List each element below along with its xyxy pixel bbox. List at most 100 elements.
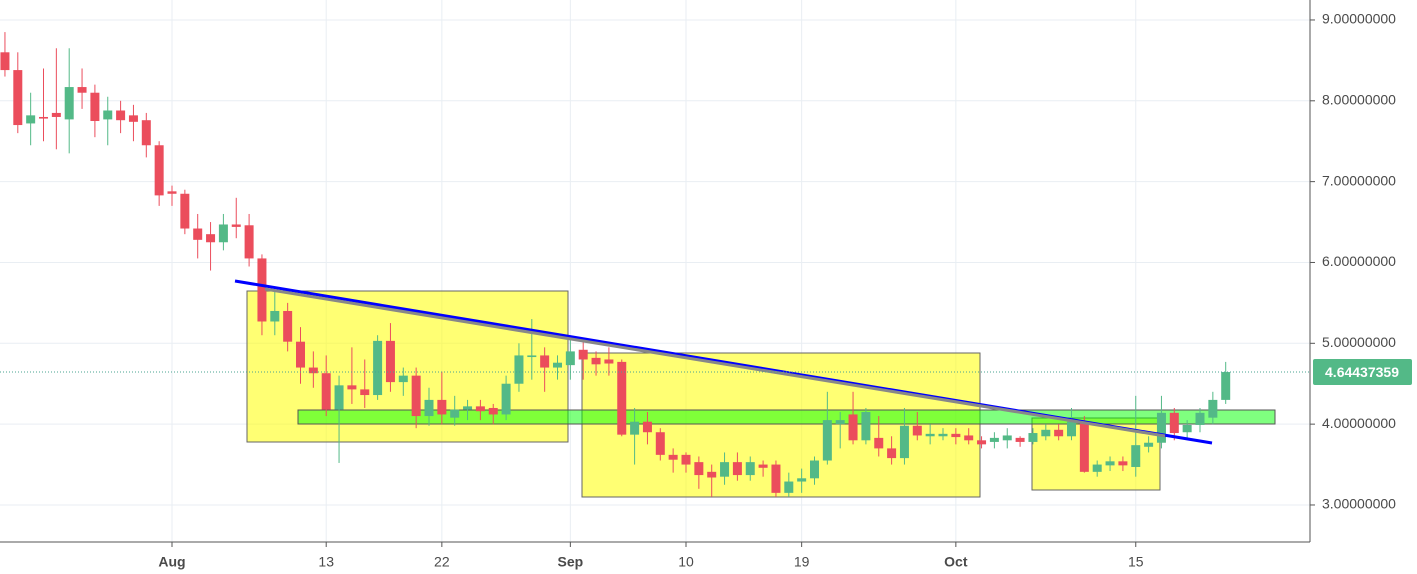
candle-body <box>424 399 434 417</box>
candle-body <box>1169 412 1179 434</box>
candle-body <box>347 385 357 390</box>
candle-body <box>1118 461 1128 466</box>
candle-body <box>501 383 511 415</box>
candle-body <box>707 471 717 478</box>
candle-body <box>899 425 909 459</box>
x-tick-label: Sep <box>558 554 584 570</box>
candle-body <box>553 362 562 368</box>
x-tick-label: 22 <box>434 554 450 570</box>
candle-body <box>1054 429 1064 437</box>
candle-body <box>668 454 678 460</box>
y-tick-label: 6.00000000 <box>1322 253 1396 269</box>
candle-body <box>308 367 318 374</box>
candle-body <box>334 385 344 410</box>
candle-body <box>398 375 408 383</box>
candle-body <box>1015 437 1025 442</box>
candle-body <box>732 462 742 476</box>
candle-body <box>745 462 755 476</box>
candle-body <box>411 375 421 417</box>
candle-body <box>694 462 704 476</box>
candle-body <box>90 92 100 122</box>
candle-body <box>720 462 730 477</box>
candle-body <box>128 115 138 122</box>
y-tick-label: 4.00000000 <box>1322 415 1396 431</box>
candle-body <box>1002 435 1012 441</box>
candle-body <box>1041 429 1051 437</box>
candle-body <box>642 421 652 433</box>
candle-body <box>77 87 87 93</box>
candle-body <box>925 433 935 437</box>
candle-body <box>578 349 588 360</box>
candle-body <box>283 310 293 342</box>
x-tick-label: 13 <box>318 554 334 570</box>
candle-body <box>450 409 460 418</box>
candle-body <box>257 258 267 322</box>
highlight-box <box>1031 417 1161 491</box>
candle-body <box>373 340 383 396</box>
candle-body <box>180 193 190 229</box>
candle-body <box>861 412 871 441</box>
candle-body <box>231 224 241 227</box>
candle-body <box>771 464 781 493</box>
candle-body <box>1092 464 1102 472</box>
candle-body <box>655 432 665 455</box>
candle-body <box>591 357 601 365</box>
x-tick-label: Aug <box>158 554 185 570</box>
candle-body <box>784 481 794 493</box>
candle-body <box>1028 433 1038 442</box>
candle-body <box>527 355 537 358</box>
candle-body <box>475 406 485 412</box>
candle-body <box>810 460 819 479</box>
candle-body <box>103 110 113 120</box>
candle-body <box>141 120 151 146</box>
candle-body <box>514 355 524 384</box>
candle-body <box>206 234 216 243</box>
candle-body <box>630 421 640 435</box>
candle-body <box>887 448 897 459</box>
candle-body <box>270 310 280 322</box>
x-tick-label: 19 <box>794 554 810 570</box>
candle-body <box>1208 399 1218 418</box>
candle-body <box>1221 372 1231 400</box>
candle-body <box>116 110 126 121</box>
candle-body <box>385 340 395 383</box>
candle-body <box>26 115 36 124</box>
candle-body <box>989 437 999 442</box>
candle-body <box>13 70 23 126</box>
candle-body <box>360 389 370 396</box>
y-tick-label: 5.00000000 <box>1322 334 1396 350</box>
candle-body <box>617 361 627 435</box>
candle-body <box>822 420 832 461</box>
candle-body <box>64 87 74 120</box>
candle-body <box>912 425 922 436</box>
candle-body <box>938 433 948 437</box>
candle-body <box>964 435 974 441</box>
candle-body <box>681 454 691 465</box>
candle-body <box>1182 424 1192 433</box>
y-tick-label: 8.00000000 <box>1322 92 1396 108</box>
candle-body <box>0 52 10 71</box>
candle-body <box>154 145 164 196</box>
candle-body <box>1105 461 1115 466</box>
candle-body <box>951 433 961 438</box>
candle-body <box>321 373 331 410</box>
candle-body <box>874 437 884 449</box>
candle-body <box>758 464 768 468</box>
x-tick-label: 15 <box>1128 554 1144 570</box>
candle-body <box>1079 421 1089 472</box>
candle-body <box>1144 442 1154 447</box>
x-tick-label: 10 <box>678 554 694 570</box>
candle-body <box>1195 412 1205 425</box>
candle-body <box>218 224 228 243</box>
candle-body <box>51 112 61 117</box>
candle-body <box>797 478 807 482</box>
drawings-front <box>0 279 1310 445</box>
y-tick-label: 7.00000000 <box>1322 172 1396 188</box>
y-tick-label: 3.00000000 <box>1322 496 1396 512</box>
price-label: 4.64437359 <box>1325 364 1399 380</box>
candle-body <box>835 420 845 425</box>
candle-body <box>463 406 473 410</box>
y-tick-label: 9.00000000 <box>1322 11 1396 27</box>
